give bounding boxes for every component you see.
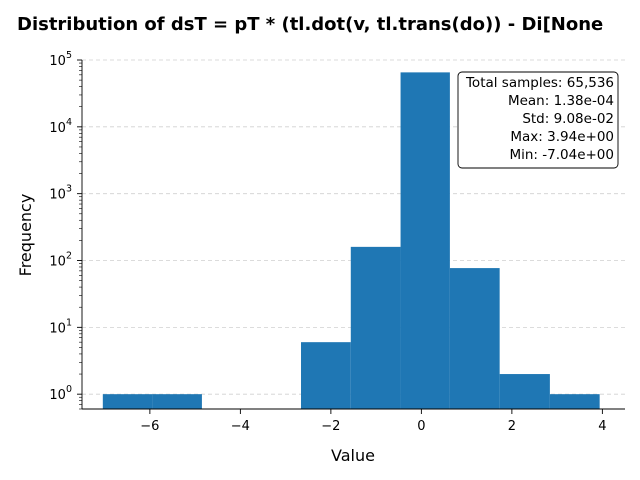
stats-line: Mean: 1.38e-04 bbox=[508, 93, 614, 109]
axes bbox=[81, 60, 625, 410]
x-tick-label: 4 bbox=[598, 419, 606, 434]
y-tick-label: 100 bbox=[49, 384, 72, 403]
stats-line: Total samples: 65,536 bbox=[465, 75, 614, 91]
y-tick-label: 105 bbox=[49, 50, 72, 69]
histogram-bar bbox=[449, 268, 500, 409]
histogram-bar bbox=[301, 342, 351, 409]
y-tick-label: 102 bbox=[49, 251, 72, 270]
stats-line: Max: 3.94e+00 bbox=[510, 129, 614, 145]
x-tick-label: 0 bbox=[417, 419, 425, 434]
x-tick-label: −2 bbox=[321, 419, 340, 434]
histogram-bar bbox=[499, 374, 550, 409]
y-axis-label: Frequency bbox=[16, 194, 35, 277]
x-axis-label: Value bbox=[331, 446, 375, 465]
x-tick-label: 2 bbox=[508, 419, 516, 434]
histogram-bar bbox=[152, 394, 202, 409]
x-tick-label: −4 bbox=[231, 419, 250, 434]
y-axis-ticks: 100 101 102 103 104 105 bbox=[49, 50, 82, 410]
histogram-bars bbox=[102, 72, 600, 410]
y-tick-label: 101 bbox=[49, 317, 72, 336]
y-tick-label: 103 bbox=[49, 184, 72, 203]
stats-line: Min: -7.04e+00 bbox=[509, 147, 614, 163]
stats-line: Std: 9.08e-02 bbox=[522, 111, 614, 127]
histogram-bar bbox=[549, 394, 600, 409]
x-axis-ticks: −6 −4 −2 0 2 4 bbox=[140, 409, 607, 434]
y-tick-label: 104 bbox=[49, 117, 72, 136]
histogram-bar bbox=[102, 394, 153, 409]
histogram-bar bbox=[400, 72, 450, 410]
histogram-bar bbox=[350, 246, 401, 409]
stats-box: Total samples: 65,536 Mean: 1.38e-04 Std: … bbox=[457, 71, 619, 169]
x-tick-label: −6 bbox=[140, 419, 159, 434]
stats-box-frame bbox=[457, 71, 619, 169]
chart-title: Distribution of dsT = pT * (tl.dot(v, tl… bbox=[17, 14, 603, 35]
